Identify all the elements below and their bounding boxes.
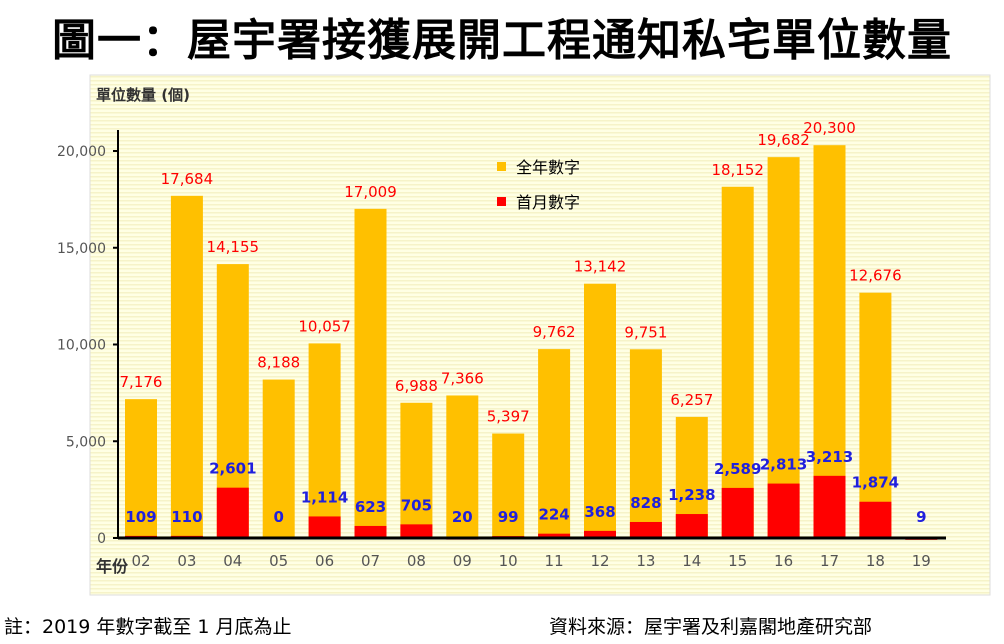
first-month-data-label: 1,874 bbox=[852, 474, 899, 492]
bar-annual bbox=[400, 402, 433, 538]
first-month-data-label: 20 bbox=[452, 508, 473, 526]
bar-annual bbox=[170, 195, 203, 538]
bar-first-month bbox=[584, 530, 616, 538]
bar-annual bbox=[629, 349, 662, 538]
bar-annual bbox=[308, 343, 341, 538]
first-month-data-label: 109 bbox=[125, 508, 156, 526]
x-tick-label: 17 bbox=[820, 552, 839, 570]
first-month-data-label: 368 bbox=[584, 503, 615, 521]
first-month-data-label: 9 bbox=[916, 508, 926, 526]
first-month-data-label: 110 bbox=[171, 508, 202, 526]
annual-data-label: 9,751 bbox=[624, 323, 667, 341]
x-tick-label: 02 bbox=[131, 552, 150, 570]
annual-data-label: 6,988 bbox=[395, 377, 438, 395]
first-month-data-label: 2,813 bbox=[760, 456, 807, 474]
x-tick-label: 03 bbox=[177, 552, 196, 570]
bar-annual bbox=[584, 283, 616, 538]
bar-annual bbox=[446, 395, 479, 538]
annual-data-label: 20,300 bbox=[803, 119, 856, 137]
source-note: 資料來源：屋宇署及利嘉閣地產研究部 bbox=[549, 616, 873, 638]
y-axis-label: 單位數量 (個) bbox=[96, 86, 190, 104]
bar-annual bbox=[354, 208, 387, 538]
bar-annual bbox=[538, 349, 571, 538]
x-tick-label: 09 bbox=[453, 552, 472, 570]
bar-annual bbox=[492, 433, 525, 538]
x-tick-label: 04 bbox=[223, 552, 242, 570]
x-tick-label: 07 bbox=[361, 552, 380, 570]
first-month-data-label: 0 bbox=[273, 508, 283, 526]
first-month-data-label: 99 bbox=[498, 508, 519, 526]
footnote: 註：2019 年數字截至 1 月底為止 bbox=[4, 616, 292, 638]
first-month-data-label: 224 bbox=[538, 506, 569, 524]
bar-annual bbox=[262, 379, 295, 538]
bar-annual bbox=[125, 399, 157, 538]
annual-data-label: 14,155 bbox=[207, 238, 260, 256]
annual-data-label: 6,257 bbox=[670, 391, 713, 409]
x-tick-label: 18 bbox=[866, 552, 885, 570]
chart-title: 圖一：屋宇署接獲展開工程通知私宅單位數量 bbox=[52, 15, 952, 66]
annual-data-label: 5,397 bbox=[487, 408, 530, 426]
bar-annual bbox=[859, 292, 892, 538]
x-tick-label: 16 bbox=[774, 552, 793, 570]
annual-data-label: 8,188 bbox=[257, 354, 300, 372]
x-axis-label: 年份 bbox=[96, 557, 129, 576]
bar-first-month bbox=[629, 521, 662, 538]
legend-label: 全年數字 bbox=[516, 158, 580, 177]
x-tick-label: 10 bbox=[499, 552, 518, 570]
bar-first-month bbox=[216, 487, 249, 538]
bar-first-month bbox=[721, 487, 754, 538]
y-tick-label: 5,000 bbox=[66, 434, 106, 450]
bar-first-month bbox=[859, 501, 892, 538]
x-tick-label: 06 bbox=[315, 552, 334, 570]
x-tick-label: 15 bbox=[728, 552, 747, 570]
first-month-data-label: 3,213 bbox=[806, 448, 853, 466]
annual-data-label: 9,762 bbox=[533, 323, 576, 341]
bar-first-month bbox=[400, 524, 433, 538]
x-tick-label: 14 bbox=[682, 552, 701, 570]
bar-first-month bbox=[308, 516, 341, 538]
annual-data-label: 17,009 bbox=[344, 183, 397, 201]
bar-first-month bbox=[767, 483, 800, 538]
bar-first-month bbox=[675, 514, 708, 538]
bar-first-month bbox=[354, 525, 387, 538]
first-month-data-label: 623 bbox=[355, 498, 386, 516]
y-tick-label: 0 bbox=[97, 531, 106, 547]
annual-data-label: 12,676 bbox=[849, 267, 902, 285]
x-tick-label: 08 bbox=[407, 552, 426, 570]
bar-first-month bbox=[538, 533, 571, 538]
x-tick-label: 11 bbox=[545, 552, 564, 570]
y-tick-label: 15,000 bbox=[57, 241, 106, 257]
annual-data-label: 7,366 bbox=[441, 369, 484, 387]
bar-first-month bbox=[813, 475, 846, 538]
annual-data-label: 10,057 bbox=[298, 317, 351, 335]
x-tick-label: 13 bbox=[636, 552, 655, 570]
x-tick-label: 12 bbox=[590, 552, 609, 570]
first-month-data-label: 2,601 bbox=[209, 460, 256, 478]
bar-annual bbox=[721, 186, 754, 539]
legend-swatch bbox=[497, 197, 506, 206]
annual-data-label: 17,684 bbox=[161, 170, 214, 188]
bar-annual bbox=[767, 157, 800, 538]
first-month-data-label: 705 bbox=[401, 496, 432, 514]
first-month-data-label: 1,238 bbox=[668, 486, 715, 504]
annual-data-label: 7,176 bbox=[120, 373, 163, 391]
y-tick-label: 10,000 bbox=[57, 338, 106, 354]
first-month-data-label: 828 bbox=[630, 494, 661, 512]
annual-data-label: 13,142 bbox=[574, 258, 627, 276]
x-tick-label: 05 bbox=[269, 552, 288, 570]
annual-data-label: 19,682 bbox=[757, 131, 810, 149]
annual-data-label: 18,152 bbox=[711, 161, 764, 179]
first-month-data-label: 1,114 bbox=[301, 488, 348, 506]
legend-label: 首月數字 bbox=[516, 193, 580, 212]
y-tick-label: 20,000 bbox=[57, 144, 106, 160]
x-tick-label: 19 bbox=[912, 552, 931, 570]
bar-annual bbox=[813, 145, 846, 538]
first-month-data-label: 2,589 bbox=[714, 460, 761, 478]
legend-swatch bbox=[497, 162, 506, 171]
